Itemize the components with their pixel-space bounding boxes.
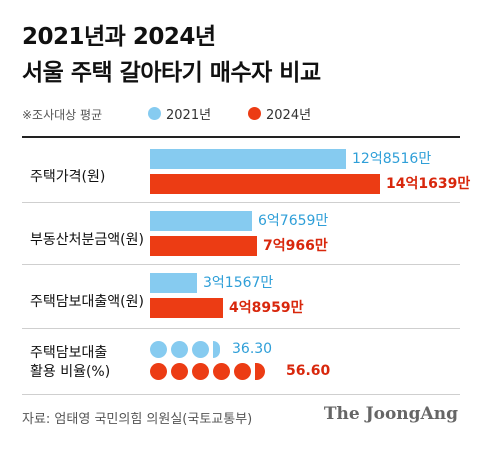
value-ratio-2024: 56.60 [286, 363, 331, 379]
value-ratio-2021: 36.30 [232, 341, 273, 357]
dots-ratio-2021 [150, 341, 224, 358]
bar-mortgage-amount-2024 [150, 298, 223, 318]
row-divider-2 [22, 264, 460, 265]
row-label-house-price: 주택가격(원) [30, 169, 106, 185]
legend-label-2021: 2021년 [166, 108, 212, 123]
dot-ratio-2024-5 [234, 363, 251, 380]
row-divider-3 [22, 328, 460, 329]
survey-note: ※조사대상 평균 [22, 108, 103, 122]
row-label-disposal-amount: 부동산처분금액(원) [30, 232, 144, 248]
dot-ratio-2024-2 [171, 363, 188, 380]
legend-label-2024: 2024년 [266, 108, 312, 123]
dot-ratio-2024-4 [213, 363, 230, 380]
value-house-price-2024: 14억1639만 [386, 176, 471, 192]
row-divider-1 [22, 202, 460, 203]
legend-swatch-2024 [248, 107, 261, 120]
top-divider [22, 136, 460, 138]
chart-title-line2: 서울 주택 갈아타기 매수자 비교 [22, 60, 321, 86]
bar-house-price-2021 [150, 149, 346, 169]
bar-mortgage-amount-2021 [150, 273, 197, 293]
source-note: 자료: 엄태영 국민의힘 의원실(국토교통부) [22, 412, 253, 427]
dot-ratio-2024-1 [150, 363, 167, 380]
row-label-ratio-line1: 주택담보대출 [30, 345, 108, 361]
legend-item-2021: 2021년 [148, 104, 211, 123]
row-label-mortgage-amount: 주택담보대출액(원) [30, 294, 144, 310]
bar-disposal-amount-2024 [150, 236, 257, 256]
bar-house-price-2024 [150, 174, 380, 194]
brand-logo: The JoongAng [323, 404, 458, 424]
legend-item-2024: 2024년 [248, 104, 311, 123]
value-house-price-2021: 12억8516만 [352, 151, 432, 167]
dot-ratio-2021-3 [192, 341, 209, 358]
dot-ratio-2021-2 [171, 341, 188, 358]
dot-ratio-2021-1 [150, 341, 167, 358]
dot-ratio-2021-4 [213, 341, 220, 358]
dots-ratio-2024 [150, 363, 269, 380]
dot-ratio-2024-3 [192, 363, 209, 380]
legend-swatch-2021 [148, 107, 161, 120]
row-label-ratio-line2: 활용 비율(%) [30, 364, 111, 380]
value-disposal-amount-2024: 7억966만 [263, 238, 328, 254]
bar-disposal-amount-2021 [150, 211, 252, 231]
value-mortgage-amount-2024: 4억8959만 [229, 300, 304, 316]
value-disposal-amount-2021: 6억7659만 [258, 213, 329, 229]
value-mortgage-amount-2021: 3억1567만 [203, 275, 274, 291]
chart-title-line1: 2021년과 2024년 [22, 24, 216, 50]
bottom-divider [22, 394, 460, 395]
dot-ratio-2024-6 [255, 363, 265, 380]
